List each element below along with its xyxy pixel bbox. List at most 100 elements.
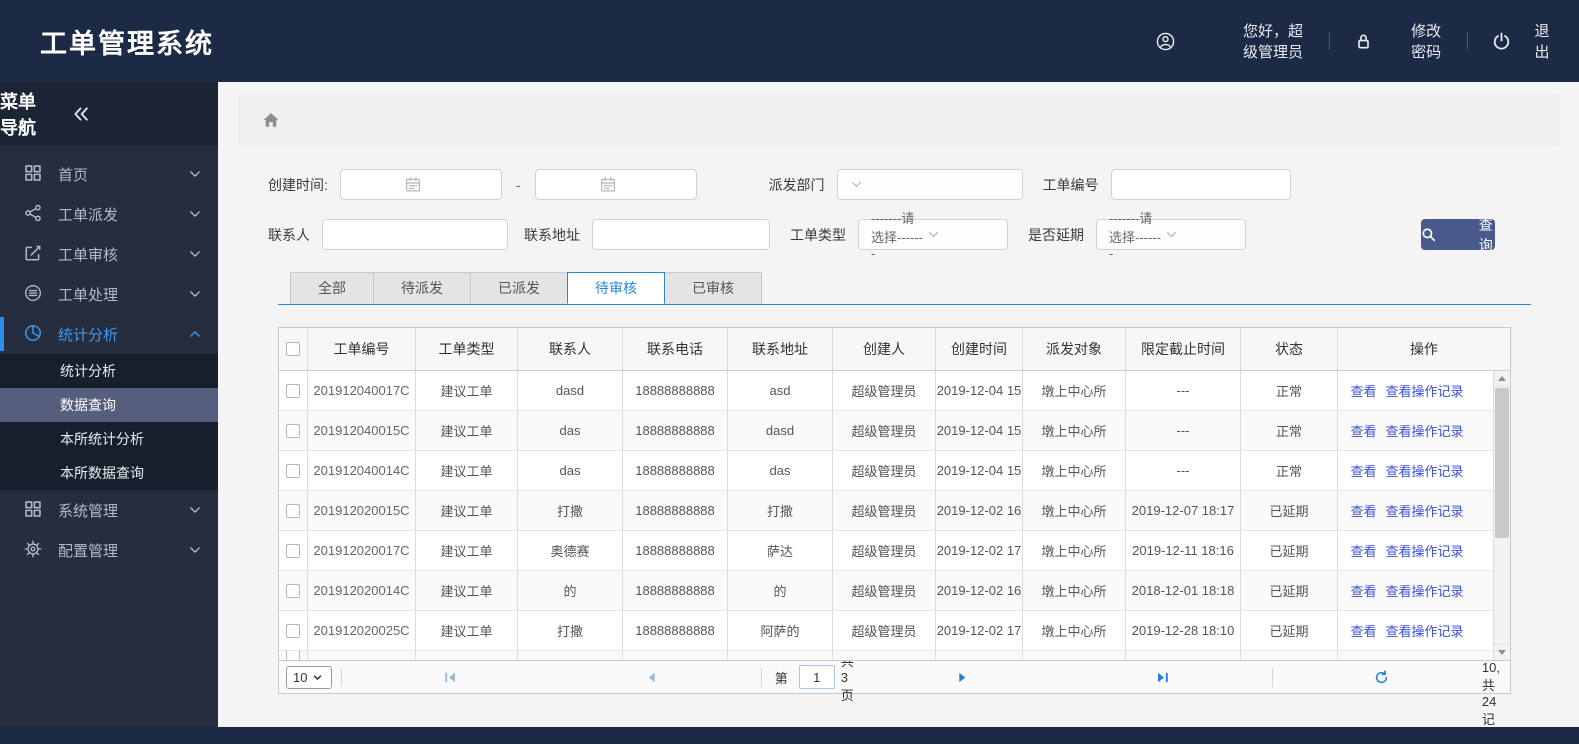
action-link-查看操作记录[interactable]: 查看操作记录 (1385, 544, 1464, 559)
sidebar-subitem-本所统计分析[interactable]: 本所统计分析 (60, 431, 144, 447)
cell-contact: dasd (518, 371, 623, 410)
share-icon (24, 204, 44, 224)
cell-deadline: --- (1126, 371, 1241, 410)
prev-page-icon[interactable] (551, 666, 752, 688)
collapse-sidebar-icon[interactable] (72, 105, 218, 123)
row-checkbox-cell (279, 491, 308, 530)
table-scrollbar[interactable] (1493, 371, 1510, 660)
column-header-联系人: 联系人 (518, 328, 623, 370)
cell-creator: 超级管理员 (833, 531, 936, 570)
sidebar-subitem-统计分析[interactable]: 统计分析 (60, 363, 116, 379)
header-divider (1466, 32, 1468, 50)
tab-已审核[interactable]: 已审核 (664, 272, 762, 304)
sidebar-item-label: 首页 (58, 166, 89, 184)
page-number-input[interactable] (798, 665, 835, 689)
sidebar-item-统计分析[interactable]: 统计分析 (0, 314, 218, 354)
tab-全部[interactable]: 全部 (290, 272, 374, 304)
sidebar-item-工单处理[interactable]: 工单处理 (0, 274, 218, 314)
action-link-查看[interactable]: 查看 (1350, 424, 1377, 439)
change-password-button[interactable]: 修改密码 (1354, 20, 1443, 62)
actions-cell: 查看 查看操作记录 (1338, 371, 1476, 410)
action-link-查看操作记录[interactable]: 查看操作记录 (1385, 464, 1464, 479)
action-link-查看操作记录[interactable]: 查看操作记录 (1385, 624, 1464, 639)
sidebar-item-配置管理[interactable]: 配置管理 (0, 530, 218, 570)
cell-creator: 超级管理员 (833, 371, 936, 410)
home-icon[interactable] (262, 111, 1559, 129)
action-link-查看操作记录[interactable]: 查看操作记录 (1385, 424, 1464, 439)
start-date-input[interactable] (339, 169, 502, 200)
cell-contact: das (518, 411, 623, 450)
row-checkbox[interactable] (286, 503, 300, 518)
sidebar-subitem-本所数据查询[interactable]: 本所数据查询 (60, 465, 144, 481)
scrollbar-thumb[interactable] (1495, 388, 1509, 538)
address-input[interactable] (592, 219, 770, 250)
cell-phone: 18888888888 (623, 451, 728, 490)
next-page-icon[interactable] (862, 666, 1063, 688)
row-checkbox[interactable] (286, 543, 300, 558)
row-checkbox[interactable] (286, 383, 300, 398)
cell-creator: 超级管理员 (833, 451, 936, 490)
row-checkbox[interactable] (286, 423, 300, 438)
cell-contact: 的 (518, 571, 623, 610)
cell-phone: 18888888888 (623, 371, 728, 410)
row-checkbox[interactable] (286, 463, 300, 478)
cell-contact: 奥德赛 (518, 531, 623, 570)
sidebar-item-系统管理[interactable]: 系统管理 (0, 490, 218, 530)
row-checkbox[interactable] (286, 651, 300, 660)
cell-target: 墩上中心所 (1023, 571, 1126, 610)
status-badge: 已延期 (1241, 491, 1338, 530)
table-row: 201912020014C 建议工单的 18888888888 的超级管理员 2019-… (279, 571, 1493, 611)
cell-deadline: --- (1126, 451, 1241, 490)
select-all-checkbox[interactable] (286, 342, 300, 356)
chevron-down-icon (1165, 228, 1236, 241)
user-greeting[interactable]: 您好，超级管理员 (1156, 20, 1305, 62)
action-link-查看[interactable]: 查看 (1350, 464, 1377, 479)
order-no-input[interactable] (1110, 169, 1291, 200)
sidebar-subitem-数据查询[interactable]: 数据查询 (0, 388, 218, 422)
delay-select[interactable]: -------请选择------- (1096, 211, 1246, 261)
tab-待派发[interactable]: 待派发 (373, 272, 471, 304)
order-type-select[interactable]: -------请选择------- (858, 211, 1008, 261)
scroll-up-icon[interactable] (1494, 371, 1510, 387)
action-link-查看[interactable]: 查看 (1350, 544, 1377, 559)
cell-deadline: --- (1126, 411, 1241, 450)
sidebar-item-工单审核[interactable]: 工单审核 (0, 234, 218, 274)
logout-button[interactable]: 退出 (1492, 20, 1551, 62)
action-link-查看操作记录[interactable]: 查看操作记录 (1385, 584, 1464, 599)
action-link-查看操作记录[interactable]: 查看操作记录 (1385, 384, 1464, 399)
actions-cell: 查看 查看操作记录 (1338, 411, 1476, 450)
cell-address: 萨达 (728, 531, 833, 570)
last-page-icon[interactable] (1062, 666, 1263, 688)
row-checkbox[interactable] (286, 623, 300, 638)
action-link-查看[interactable]: 查看 (1350, 384, 1377, 399)
sidebar-submenu: 统计分析数据查询本所统计分析 本所数据查询 (0, 354, 218, 490)
sidebar-item-首页[interactable]: 首页 (0, 154, 218, 194)
sidebar-item-工单派发[interactable]: 工单派发 (0, 194, 218, 234)
end-date-input[interactable] (534, 169, 697, 200)
cell-contact: 打撒 (518, 491, 623, 530)
cell-phone: 18888888888 (623, 491, 728, 530)
pagination-bar: 10 第 共3页 显示1-10,共24记录 (278, 610, 1511, 744)
action-link-查看[interactable]: 查看 (1350, 584, 1377, 599)
first-page-icon[interactable] (350, 666, 551, 688)
process-icon (24, 284, 44, 304)
contact-input[interactable] (322, 219, 508, 250)
orders-table: 工单编号 工单类型 联系人 联系电话 联系地址 创建人 创建时间 派发对象 限定截止时间 状态 操作… (278, 327, 1511, 661)
tab-待审核[interactable]: 待审核 (567, 272, 665, 304)
query-button[interactable]: 查询 (1421, 217, 1495, 253)
refresh-icon[interactable] (1281, 666, 1482, 688)
page-size-select[interactable]: 10 (286, 665, 332, 689)
dispatch-dept-select[interactable] (836, 169, 1023, 200)
row-checkbox[interactable] (286, 583, 300, 598)
tab-已派发[interactable]: 已派发 (470, 272, 568, 304)
action-link-查看[interactable]: 查看 (1350, 504, 1377, 519)
action-link-查看[interactable]: 查看 (1350, 624, 1377, 639)
edit-icon (24, 244, 44, 264)
scroll-down-icon[interactable] (1494, 644, 1510, 660)
created-time-label: 创建时间: (268, 176, 328, 193)
status-tabs: 全部 待派发 已派发 待审核 已审核 (278, 272, 1531, 305)
dispatch-dept-label: 派发部门 (768, 176, 825, 193)
action-link-查看操作记录[interactable]: 查看操作记录 (1385, 504, 1464, 519)
cell-target: 墩上中心所 (1023, 451, 1126, 490)
cell-type: 建议工单 (416, 611, 518, 650)
